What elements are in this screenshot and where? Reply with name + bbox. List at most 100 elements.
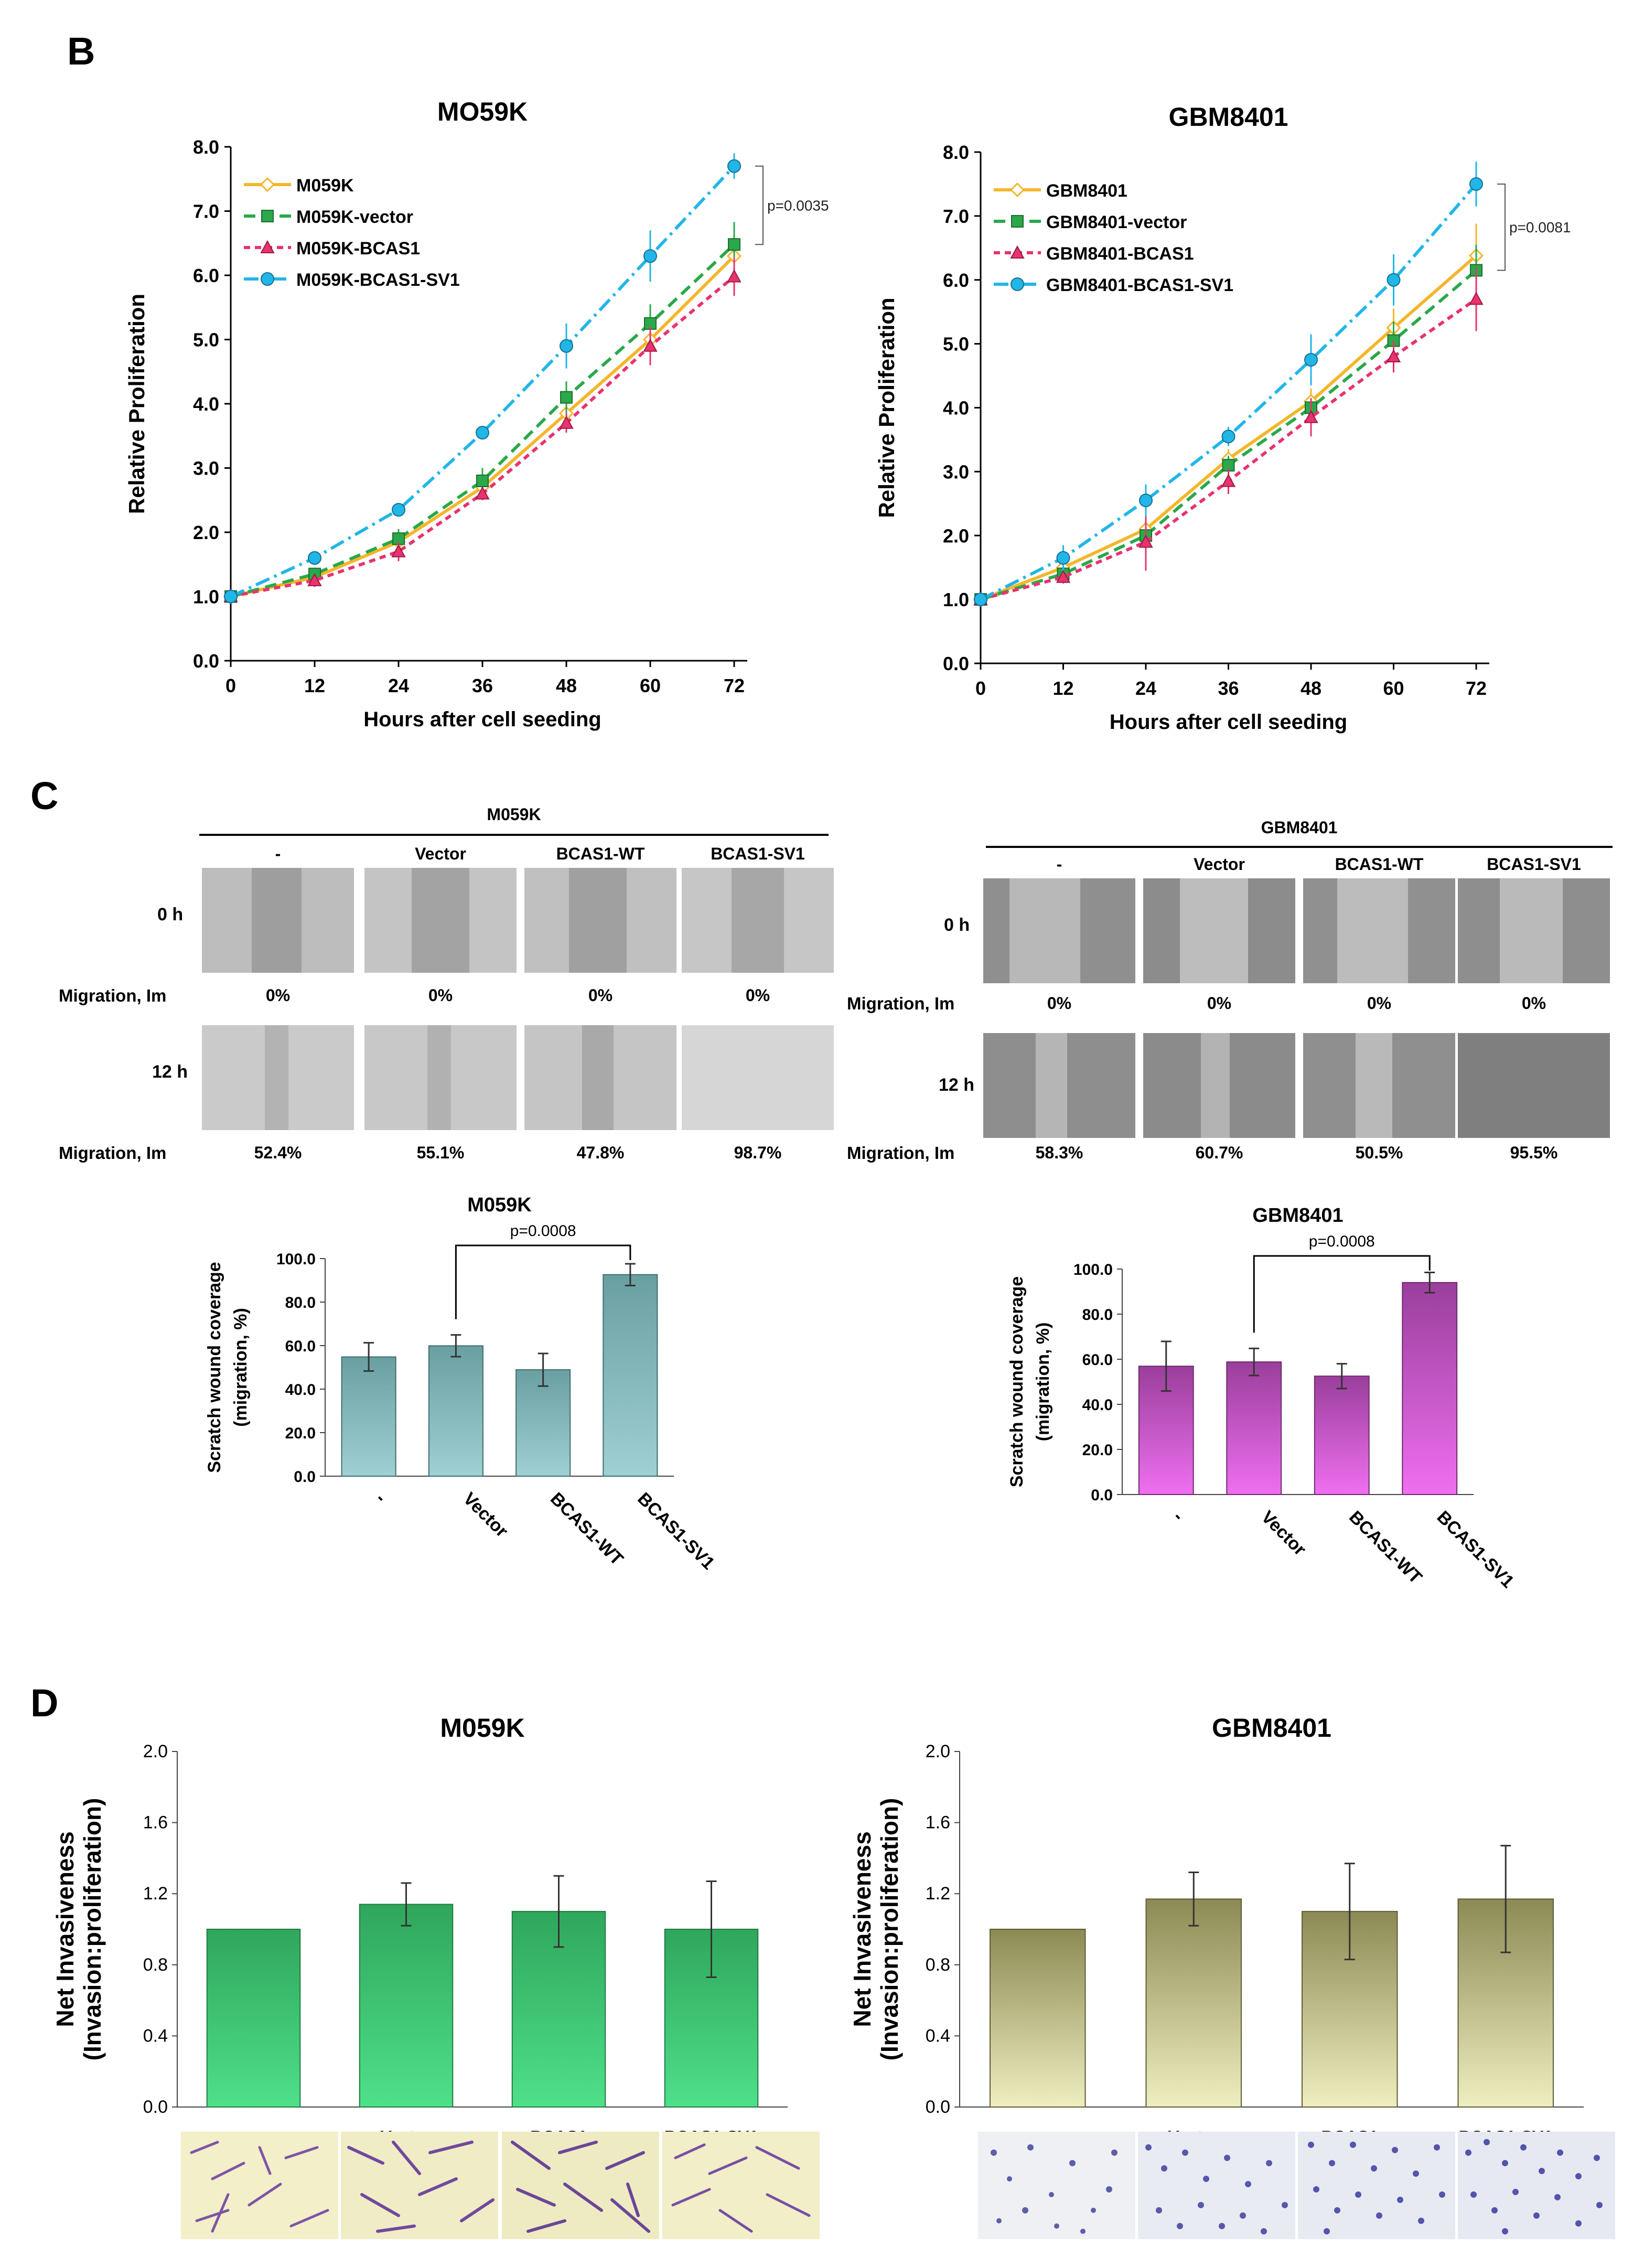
d-left-title: M059K (440, 1713, 524, 1743)
scratch-image-m059k-0h-1 (202, 868, 354, 973)
b-right-point (974, 593, 987, 607)
invasion-micrograph-gbm8401-1 (978, 2132, 1135, 2239)
c-left-xtick-label: Vector (459, 1489, 512, 1541)
scratch-image-gbm8401-12h-1 (983, 1033, 1135, 1138)
b-right-ytick-label: 6.0 (943, 270, 969, 291)
b-right-point (1221, 429, 1235, 444)
b-right-legend-marker (1009, 182, 1025, 198)
c-right-sig-label: p=0.0008 (1309, 1233, 1375, 1250)
d-right-ylabel: (Invasion:proliferation) (876, 1798, 903, 2061)
proliferation-chart-m059k: MO59K 0.0 1.0 2.0 3.0 4.0 5.0 6.0 7.0 8.0 0 12 24 36 4… (124, 97, 829, 731)
c-right-bar (1314, 1375, 1370, 1495)
b-left-point (224, 589, 238, 604)
c-left-val-12h-1: 52.4% (254, 1143, 302, 1162)
scratch-image-gbm8401-0h-4 (1458, 878, 1610, 983)
c-left-title: M059K (467, 1194, 532, 1216)
b-right-ytick-label: 8.0 (943, 142, 969, 163)
invasion-micrograph-m059k-3 (502, 2132, 659, 2239)
b-left-point (475, 486, 490, 500)
b-right-ylabel: Relative Proliferation (874, 297, 899, 518)
c-right-bar (1226, 1361, 1282, 1495)
d-left-ytick-label: 0.0 (143, 2097, 168, 2117)
b-left-ytick-label: 6.0 (193, 265, 219, 286)
b-left-ytick-label: 1.0 (193, 586, 219, 608)
scratch-image-m059k-0h-2 (364, 868, 517, 973)
c-right-ylabel: Scratch wound coverage (1007, 1276, 1027, 1487)
b-right-point (1139, 493, 1153, 508)
b-right-sig-label: p=0.0081 (1509, 219, 1571, 235)
b-right-xtick-label: 72 (1466, 678, 1487, 699)
c-left-val-0h-1: 0% (265, 986, 291, 1005)
b-left-xtick-label: 60 (640, 675, 661, 696)
c-right-col-2: Vector (1194, 855, 1245, 874)
c-left-xtick-label: BCAS1-WT (546, 1489, 627, 1570)
b-right-point (1138, 534, 1153, 548)
b-right-sig-bracket (1497, 183, 1506, 271)
b-right-point (1056, 569, 1071, 583)
c-left-val-0h-3: 0% (588, 986, 613, 1005)
c-right-val-12h-2: 60.7% (1195, 1143, 1243, 1162)
scratch-image-m059k-12h-3 (524, 1025, 676, 1130)
b-right-xtick-label: 0 (975, 678, 986, 699)
c-left-col-4: BCAS1-SV1 (711, 844, 805, 863)
b-left-ytick-label: 2.0 (193, 522, 219, 543)
invasion-micrograph-gbm8401-2 (1138, 2132, 1295, 2239)
c-right-ytick-label: 100.0 (1073, 1261, 1113, 1278)
c-left-ytick-label: 80.0 (285, 1294, 316, 1312)
c-left-xtick-label: - (372, 1489, 390, 1507)
b-right-legend-marker (1011, 215, 1024, 228)
b-right-legend-label: GBM8401-vector (1046, 212, 1187, 232)
d-right-ytick-label: 0.0 (926, 2097, 950, 2117)
c-right-col-4: BCAS1-SV1 (1487, 855, 1581, 874)
b-right-ytick-label: 1.0 (943, 589, 969, 610)
b-right-title: GBM8401 (1169, 102, 1288, 132)
b-left-ytick-label: 3.0 (193, 458, 219, 479)
c-right-ylabel: (migration, %) (1033, 1323, 1053, 1442)
b-left-ylabel: Relative Proliferation (124, 294, 149, 514)
c-left-bar (515, 1369, 571, 1477)
b-left-legend-label: M059K-vector (296, 207, 413, 227)
scratch-image-m059k-12h-1 (202, 1025, 354, 1130)
c-right-col-1: - (1056, 855, 1062, 874)
scratch-image-gbm8401-12h-2 (1143, 1033, 1295, 1138)
panel-label-c: C (30, 774, 59, 818)
b-left-sig-bracket (755, 165, 764, 245)
b-left-xtick-label: 72 (724, 675, 745, 696)
c-left-col-3: BCAS1-WT (556, 844, 645, 863)
b-right-point (1469, 292, 1484, 305)
b-right-legend-label: GBM8401-BCAS1-SV1 (1046, 275, 1233, 295)
b-right-point (1304, 353, 1318, 367)
b-left-point (643, 249, 657, 263)
b-left-point (559, 415, 574, 429)
b-right-point (1304, 410, 1318, 423)
b-right-ytick-label: 2.0 (943, 525, 969, 546)
b-left-legend-marker (261, 210, 274, 222)
b-left-series-line (230, 165, 736, 598)
d-left-ytick-label: 1.6 (143, 1813, 168, 1833)
invasion-micrograph-gbm8401-3 (1298, 2132, 1455, 2239)
b-right-ytick-label: 3.0 (943, 461, 969, 482)
b-left-point (476, 475, 489, 487)
scratch-image-gbm8401-12h-4 (1458, 1033, 1610, 1138)
b-right-legend-marker (1011, 277, 1024, 291)
b-left-xtick-label: 24 (388, 675, 409, 696)
b-left-title: MO59K (437, 97, 528, 126)
b-left-legend-label: M059K-BCAS1-SV1 (296, 270, 460, 290)
d-right-bar (1145, 1898, 1242, 2108)
c-right-val-12h-3: 50.5% (1355, 1143, 1403, 1162)
d-right-ytick-label: 0.4 (926, 2026, 950, 2046)
invasion-micrograph-gbm8401-4 (1458, 2132, 1615, 2239)
d-right-ytick-label: 2.0 (926, 1742, 950, 1761)
c-left-val-12h-3: 47.8% (576, 1143, 625, 1162)
migration-bar-chart-gbm8401: GBM8401 0.0 20.0 40.0 60.0 80.0 100.0 - Vector BC… (1007, 1205, 1518, 1592)
d-right-ylabel: Net Invasiveness (848, 1831, 876, 2027)
b-left-ytick-label: 4.0 (193, 393, 219, 415)
c-right-group-rule (986, 846, 1613, 848)
scratch-image-gbm8401-0h-2 (1143, 878, 1295, 983)
invasion-micrograph-m059k-1 (181, 2132, 338, 2239)
c-right-sig-bracket (1253, 1255, 1431, 1333)
b-right-xtick-label: 36 (1218, 678, 1239, 699)
c-left-ytick-label: 100.0 (276, 1251, 316, 1268)
d-right-title: GBM8401 (1212, 1713, 1331, 1743)
c-left-col-1: - (275, 844, 281, 863)
